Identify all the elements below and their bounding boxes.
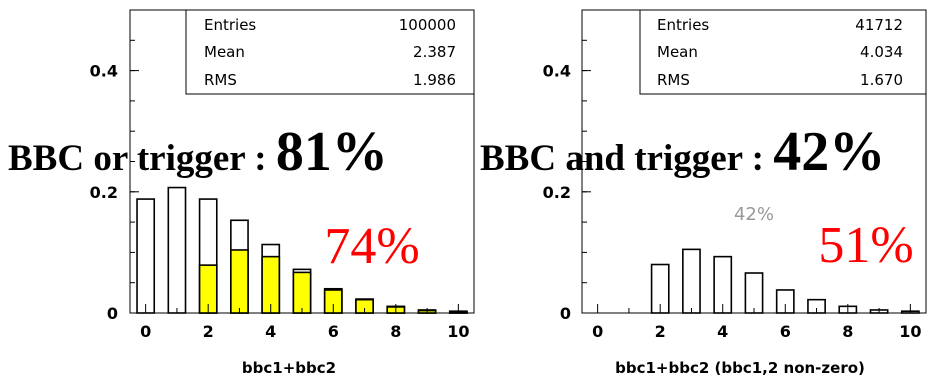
x-axis-label: bbc1+bbc2 (bbc1,2 non-zero): [615, 359, 865, 377]
x-tick-label: 10: [447, 322, 469, 341]
x-tick-label: 2: [655, 322, 666, 341]
bar-highlight-3: [230, 249, 249, 314]
y-tick-label: 0.4: [543, 62, 571, 81]
stats-rms-value: 1.986: [413, 71, 456, 89]
stats-entries-label: Entries: [204, 16, 256, 34]
x-tick-label: 0: [592, 322, 603, 341]
axes-group: 0 0.2 0.4 0 2 4 6 8 10: [90, 9, 469, 341]
stats-mean-value: 2.387: [413, 43, 456, 61]
stats-mean-label: Mean: [657, 43, 698, 61]
stats-rms-label: RMS: [657, 71, 690, 89]
y-tick-label: 0: [107, 304, 118, 323]
bar-highlight-5: [292, 271, 312, 314]
stats-rms-value: 1.670: [860, 71, 903, 89]
bars-group: [136, 186, 468, 314]
stats-entries-value: 100000: [399, 16, 456, 34]
bar-0: [136, 198, 156, 314]
stats-box-frame: [185, 9, 475, 95]
x-tick-label: 10: [899, 322, 921, 341]
headline-and-value: 42%: [773, 121, 885, 183]
x-tick-label: 2: [203, 322, 214, 341]
stats-entries-value: 41712: [855, 16, 903, 34]
stats-box-frame: [639, 9, 927, 95]
axes-group: 0 0.2 0.4 0 2 4 6 8 10: [543, 9, 921, 341]
stats-box: Entries 100000 Mean 2.387 RMS 1.986: [185, 9, 475, 95]
headline-or-prefix: BBC or trigger :: [8, 138, 276, 179]
bar-1: [167, 186, 187, 314]
bars-group: [650, 248, 920, 314]
headline-or-trigger: BBC or trigger : 81%: [8, 121, 388, 183]
y-tick-label: 0.2: [543, 183, 571, 202]
headline-and-prefix: BBC and trigger :: [480, 138, 773, 179]
annotation-42-percent-small: 42%: [734, 204, 774, 225]
stats-box: Entries 41712 Mean 4.034 RMS 1.670: [639, 9, 927, 95]
y-tick-label: 0.4: [90, 62, 118, 81]
x-tick-label: 8: [842, 322, 853, 341]
stats-mean-value: 4.034: [860, 43, 903, 61]
y-tick-label: 0: [560, 304, 571, 323]
x-tick-label: 0: [140, 322, 151, 341]
histogram-panel-right: 0 0.2 0.4 0 2 4 6 8 10 Entries 41712 Mean 4.034 …: [543, 9, 927, 377]
stats-mean-label: Mean: [204, 43, 245, 61]
annotation-74-percent: 74%: [324, 218, 419, 275]
histogram-panel-left: 0 0.2 0.4 0 2 4 6 8 10 Entries 100000 Mean 2.387…: [90, 9, 475, 377]
x-axis-label: bbc1+bbc2: [242, 359, 336, 377]
x-tick-label: 4: [717, 322, 728, 341]
stats-rms-label: RMS: [204, 71, 237, 89]
x-tick-label: 4: [265, 322, 276, 341]
headline-or-value: 81%: [276, 121, 388, 183]
annotation-51-percent: 51%: [818, 217, 913, 274]
stats-entries-label: Entries: [657, 16, 709, 34]
bar-5: [744, 272, 764, 314]
bar-3: [682, 248, 701, 314]
x-tick-label: 6: [328, 322, 339, 341]
headline-and-trigger: BBC and trigger : 42%: [480, 121, 885, 183]
y-tick-label: 0.2: [90, 183, 118, 202]
x-tick-label: 6: [780, 322, 791, 341]
x-tick-label: 8: [390, 322, 401, 341]
